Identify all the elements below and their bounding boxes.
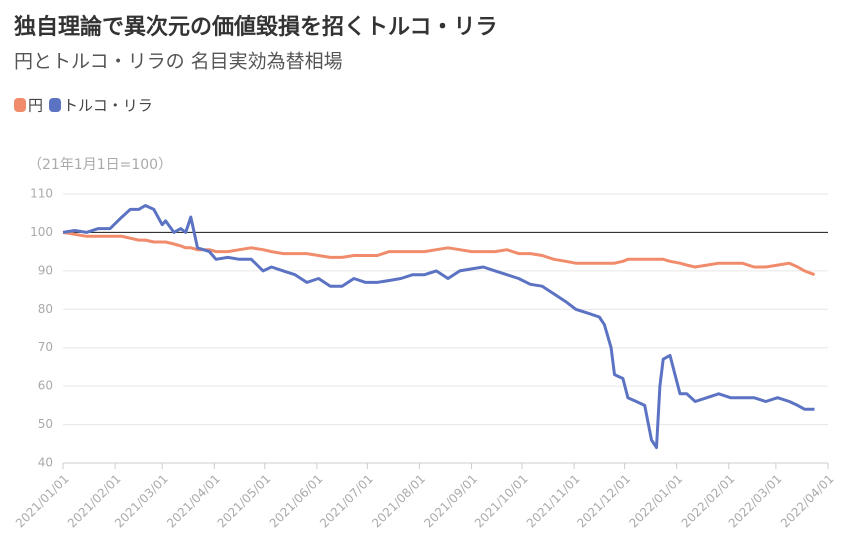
x-tick-label: 2021/05/01 (215, 472, 274, 531)
x-tick-label: 2021/10/01 (472, 472, 531, 531)
x-tick-label: 2022/01/01 (626, 472, 685, 531)
legend-label: 円 (28, 97, 43, 115)
y-tick-label: 90 (38, 263, 53, 277)
x-tick-label: 2021/09/01 (421, 472, 480, 531)
x-tick-label: 2021/12/01 (574, 472, 633, 531)
y-tick-label: 70 (38, 340, 53, 354)
legend-swatch (49, 98, 62, 112)
series-line (62, 230, 816, 277)
x-tick-label: 2021/06/01 (267, 472, 326, 531)
x-tick-label: 2021/04/01 (164, 472, 223, 531)
y-tick-label: 50 (38, 417, 53, 431)
x-tick-label: 2021/08/01 (369, 472, 428, 531)
series-line (62, 204, 815, 450)
y-tick-label: 60 (38, 379, 53, 393)
y-tick-label: 110 (30, 187, 53, 201)
y-tick-label: 40 (38, 456, 53, 470)
y-axis-label: （21年1月1日=100） (28, 157, 172, 173)
x-tick-label: 2021/01/01 (13, 472, 72, 531)
legend-label: トルコ・リラ (63, 97, 153, 115)
legend-swatch (14, 98, 26, 112)
chart-title: 独自理論で異次元の価値毀損を招くトルコ・リラ (14, 14, 498, 40)
chart-subtitle: 円とトルコ・リラの 名目実効為替相場 (14, 51, 343, 73)
y-tick-label: 100 (30, 225, 53, 239)
y-tick-label: 80 (38, 302, 53, 316)
x-tick-label: 2021/11/01 (524, 472, 583, 531)
x-tick-label: 2021/07/01 (317, 472, 376, 531)
x-tick-label: 2022/04/01 (778, 472, 837, 531)
